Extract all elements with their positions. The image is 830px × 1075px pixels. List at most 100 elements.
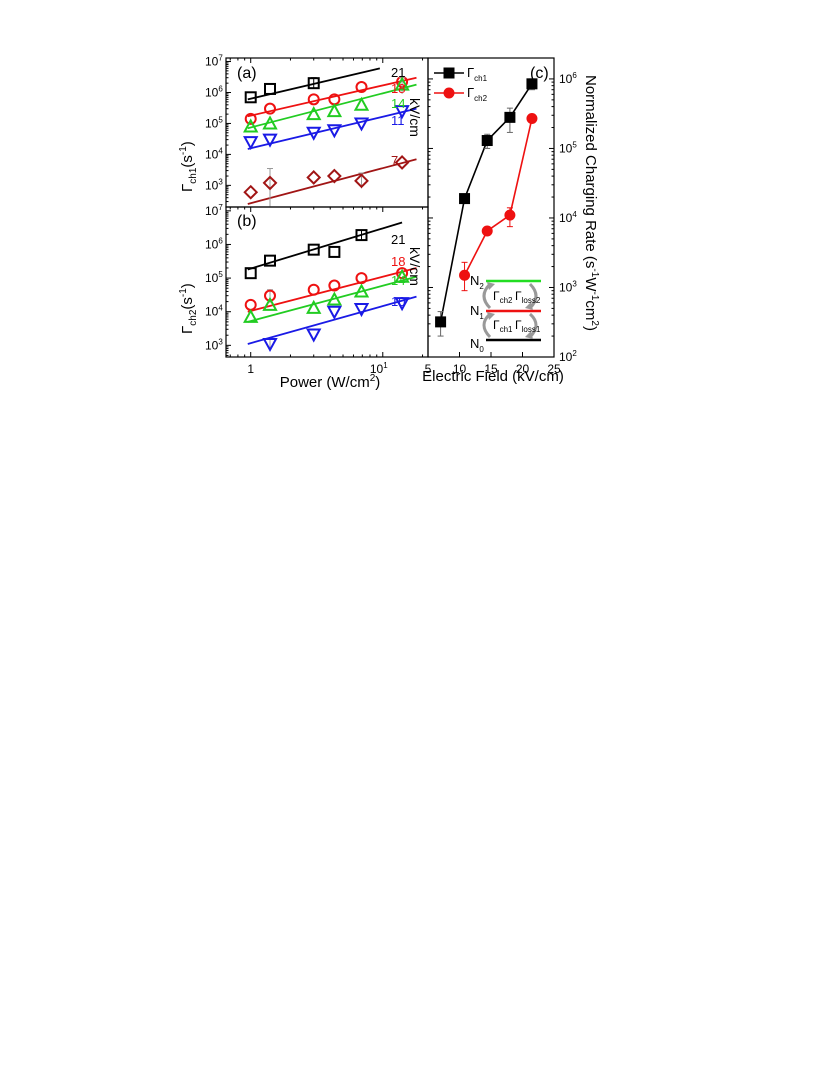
panel-a-field-unit: kV/cm (407, 98, 423, 137)
data-point (326, 103, 343, 118)
field-x-axis-label: Electric Field (kV/cm) (422, 368, 564, 385)
data-point (326, 124, 343, 139)
field-label: 21 (391, 65, 405, 80)
x-tick-label: 101 (370, 361, 388, 376)
y-tick-label: 102 (559, 349, 577, 364)
data-point (353, 303, 370, 318)
rate-label: Γch2 (493, 289, 513, 305)
data-point (328, 279, 341, 292)
data-point (326, 305, 343, 320)
power-x-axis-label: Power (W/cm2) (280, 373, 381, 391)
data-point (244, 267, 257, 280)
field-label: 14 (391, 96, 405, 111)
y-tick-label: 103 (205, 177, 223, 192)
data-point (262, 133, 278, 148)
legend-marker (443, 87, 455, 99)
data-point (264, 102, 277, 115)
data-point (306, 126, 322, 141)
y-tick-label: 105 (559, 140, 577, 155)
data-point (262, 115, 278, 130)
x-tick-label: 1 (247, 362, 254, 376)
panel-c-x-axis-ticks: 5 10 15 20 25 (425, 352, 561, 376)
data-point (306, 299, 322, 314)
data-point (328, 245, 341, 258)
panel-c-label: (c) (530, 65, 549, 82)
y-tick-label: 107 (205, 54, 223, 69)
data-point (396, 267, 409, 280)
y-tick-label: 105 (205, 270, 223, 285)
data-point (394, 268, 410, 283)
legend-label: Γch1 (467, 65, 488, 83)
data-point (306, 170, 322, 185)
panel-c-legend: Γch1 Γch2 (434, 65, 488, 103)
data-point (244, 298, 257, 311)
data-point (394, 76, 410, 91)
data-point (326, 291, 343, 306)
data-point (307, 77, 320, 90)
rate-label: Γloss2 (515, 289, 541, 305)
fit-line (247, 76, 417, 118)
data-point (306, 106, 322, 121)
y-tick-label: 107 (205, 203, 223, 218)
panel-b-y-axis-label: Γch2(s-1) (178, 283, 199, 334)
data-point (355, 229, 368, 242)
data-point (355, 81, 368, 94)
data-point (504, 111, 516, 123)
panel-c-plot (428, 57, 538, 358)
field-label: 14 (391, 273, 405, 288)
data-point (354, 173, 369, 189)
arrow-head (487, 312, 495, 320)
data-point (307, 93, 320, 106)
panel-a-y-axis-label: Γch1(s-1) (178, 141, 199, 192)
field-label: 10 (391, 294, 405, 309)
data-point (504, 209, 516, 221)
panel-b-label: (b) (237, 213, 257, 230)
data-point (526, 78, 538, 90)
data-point (526, 112, 538, 124)
data-point (481, 225, 493, 237)
data-point (244, 112, 257, 125)
panel-b-plot (229, 207, 424, 353)
data-point (262, 175, 278, 191)
data-point (326, 168, 342, 184)
y-tick-label: 104 (205, 304, 223, 319)
data-point (262, 337, 278, 353)
data-point (394, 155, 410, 170)
data-point (306, 328, 322, 343)
panel-a-plot (229, 58, 424, 207)
panel-c: (c) 102 103 104 105 106 5 10 15 20 25 Γch1 Γch2 N… (422, 57, 600, 385)
data-point (307, 243, 320, 256)
fit-line (247, 107, 417, 150)
data-point (394, 297, 410, 312)
data-point (264, 254, 277, 267)
panel-b-y-axis-ticks: 103 104 105 106 107 (205, 203, 231, 356)
x-tick-label: 25 (547, 362, 561, 376)
data-point (394, 105, 410, 120)
arrow-head (487, 282, 495, 290)
data-point (262, 296, 278, 311)
panel-b-field-unit: kV/cm (407, 247, 423, 286)
series-line (463, 118, 533, 276)
data-point (243, 136, 259, 151)
x-tick-label: 5 (425, 362, 432, 376)
fit-line (247, 295, 417, 345)
data-point (353, 96, 370, 111)
x-tick-label: 15 (484, 362, 498, 376)
panel-b-x-axis-ticks: 1 101 (229, 352, 424, 376)
panel-a-y-axis-ticks: 103 104 105 106 107 (205, 54, 231, 208)
data-point (481, 135, 493, 147)
field-label: 21 (391, 232, 405, 247)
data-point (244, 91, 257, 104)
field-label: 11 (391, 113, 405, 128)
y-tick-label: 104 (205, 146, 223, 161)
data-point (435, 316, 447, 328)
data-point (264, 82, 277, 95)
field-label: 18 (391, 81, 405, 96)
rate-label: Γloss1 (515, 318, 541, 334)
data-point (353, 283, 370, 298)
y-tick-label: 104 (559, 210, 577, 225)
